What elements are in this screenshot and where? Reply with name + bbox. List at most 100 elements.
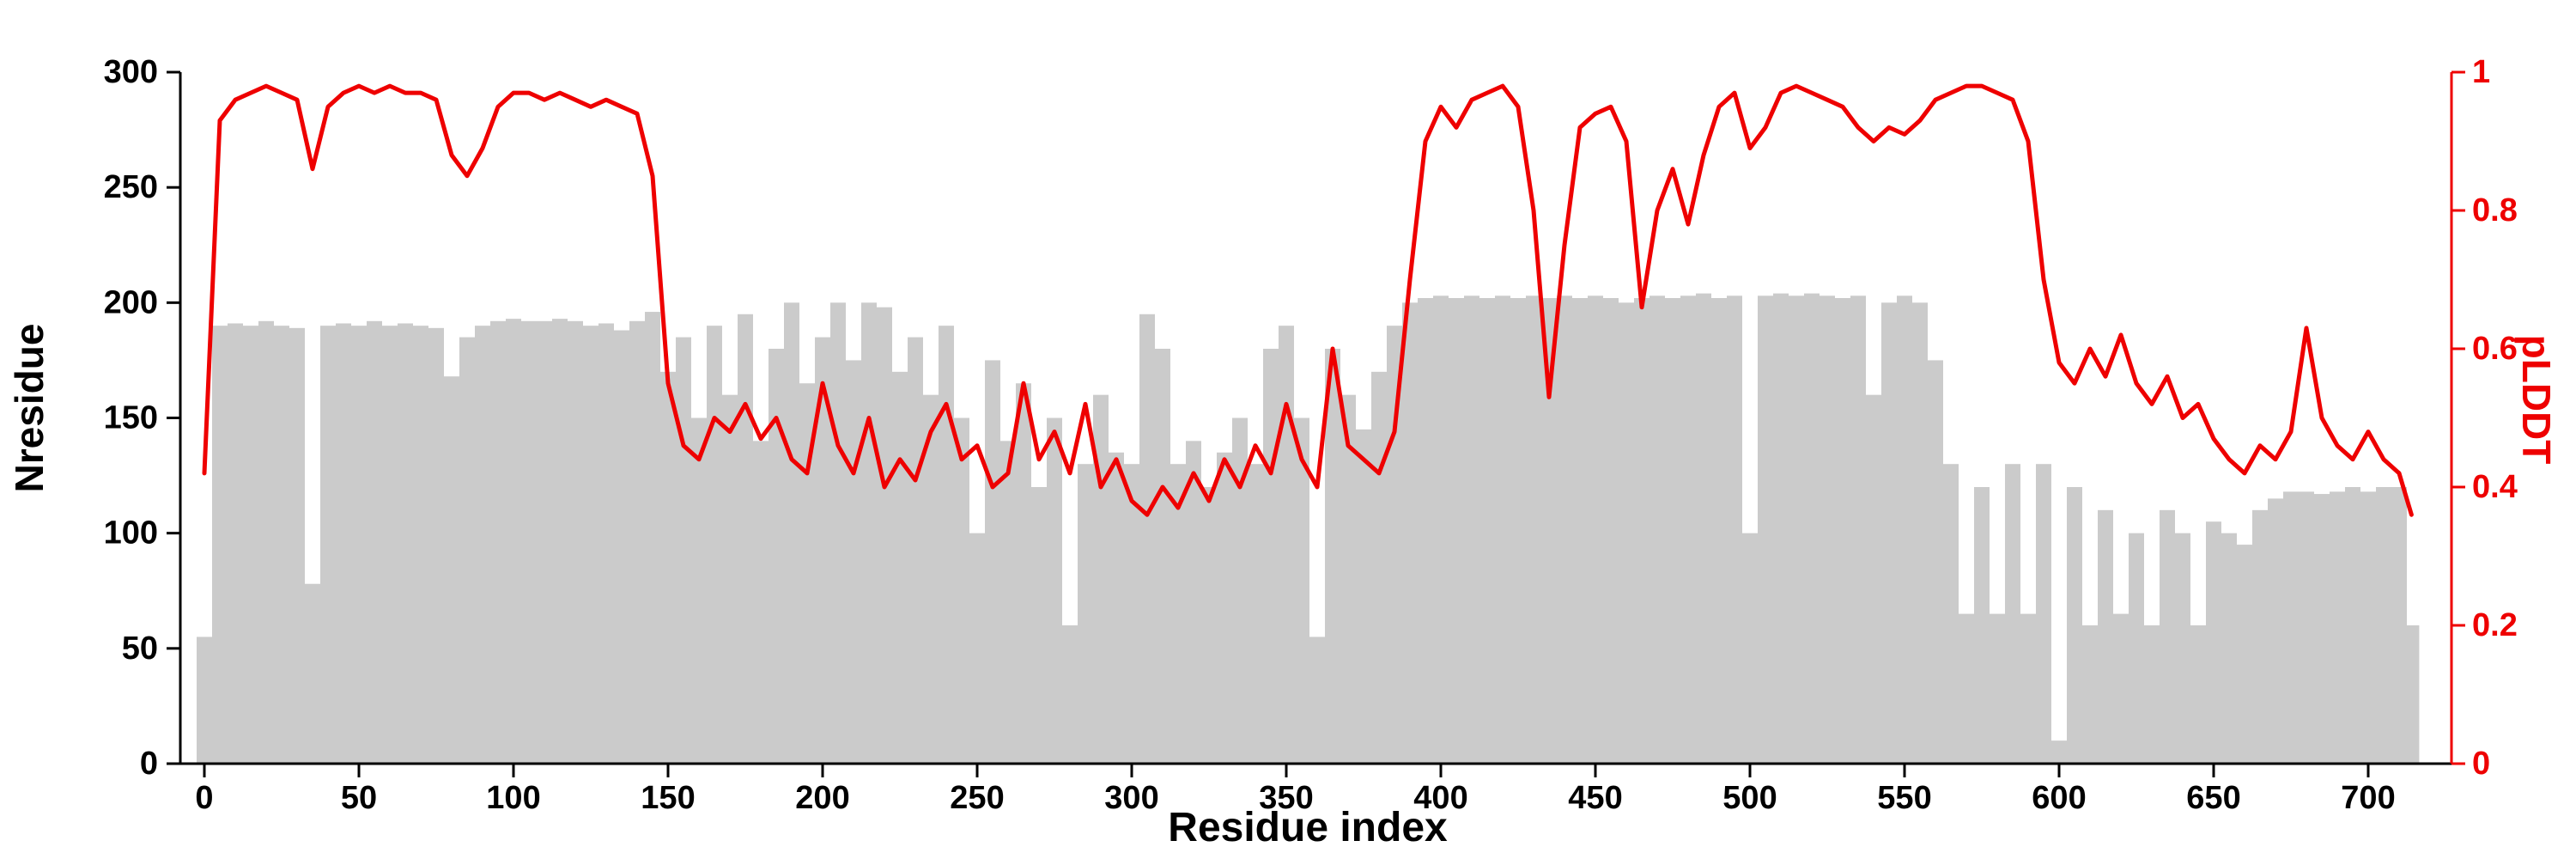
bar bbox=[1124, 464, 1139, 764]
x-tick-label: 200 bbox=[795, 780, 849, 816]
bar bbox=[1248, 464, 1263, 764]
bar bbox=[691, 417, 707, 764]
y-left-tick-label: 200 bbox=[104, 284, 158, 320]
bar bbox=[2005, 464, 2020, 764]
bar bbox=[428, 327, 444, 764]
bar bbox=[1186, 441, 1201, 764]
bar bbox=[1541, 297, 1557, 764]
bar bbox=[197, 637, 212, 764]
bar bbox=[398, 323, 413, 764]
bar bbox=[969, 533, 985, 764]
y-right-tick-label: 0.8 bbox=[2472, 192, 2518, 228]
bar bbox=[1526, 295, 1541, 764]
y-left-tick-label: 50 bbox=[122, 631, 158, 667]
bar bbox=[1680, 295, 1696, 764]
bar bbox=[1155, 349, 1170, 764]
bar bbox=[954, 417, 969, 764]
bar bbox=[753, 441, 769, 764]
bar bbox=[2190, 625, 2206, 764]
y-right-tick-label: 1 bbox=[2472, 54, 2490, 90]
bar bbox=[2403, 625, 2420, 764]
bar bbox=[2067, 487, 2082, 764]
bar bbox=[1959, 613, 1974, 764]
bar bbox=[1201, 487, 1217, 764]
bar bbox=[1881, 302, 1897, 764]
bar bbox=[676, 337, 691, 764]
bar bbox=[1279, 326, 1294, 764]
y-left-tick-label: 0 bbox=[140, 746, 158, 782]
bar bbox=[243, 326, 258, 764]
bar bbox=[1449, 297, 1464, 764]
y-right-tick-label: 0.6 bbox=[2472, 331, 2518, 367]
bar bbox=[2020, 613, 2036, 764]
bar bbox=[1418, 297, 1433, 764]
bar bbox=[784, 302, 799, 764]
bar bbox=[367, 320, 382, 764]
bar bbox=[459, 337, 475, 764]
bar bbox=[1773, 293, 1789, 765]
bar bbox=[1433, 295, 1449, 764]
bar bbox=[2345, 487, 2360, 764]
bar bbox=[985, 360, 1000, 764]
x-tick-label: 100 bbox=[486, 780, 540, 816]
bar bbox=[1170, 464, 1186, 764]
bar bbox=[877, 307, 892, 764]
bar bbox=[1387, 326, 1402, 764]
bar bbox=[258, 320, 274, 764]
bar bbox=[2299, 491, 2314, 764]
bar bbox=[2391, 487, 2407, 764]
bar bbox=[769, 349, 784, 764]
bar bbox=[2082, 625, 2098, 764]
bar bbox=[1109, 452, 1124, 764]
bar bbox=[336, 323, 351, 764]
plddt-line bbox=[202, 83, 2414, 517]
bar bbox=[1479, 297, 1495, 764]
bar bbox=[568, 320, 583, 764]
bar bbox=[228, 323, 243, 764]
bar bbox=[2098, 509, 2113, 764]
x-tick-label: 300 bbox=[1104, 780, 1158, 816]
bar bbox=[846, 360, 861, 764]
bar bbox=[1031, 487, 1047, 764]
bar bbox=[382, 326, 398, 764]
bar bbox=[1990, 613, 2005, 764]
bar bbox=[1217, 452, 1232, 764]
bar bbox=[923, 394, 939, 764]
bar bbox=[1557, 295, 1572, 764]
bar bbox=[660, 371, 676, 764]
bar bbox=[1572, 297, 1588, 764]
bar bbox=[1711, 297, 1727, 764]
x-tick-label: 0 bbox=[195, 780, 213, 816]
bar bbox=[2144, 625, 2160, 764]
bar bbox=[1371, 371, 1387, 764]
bar bbox=[1634, 297, 1649, 764]
bar bbox=[1047, 417, 1062, 764]
bar bbox=[1464, 295, 1479, 764]
x-tick-label: 400 bbox=[1413, 780, 1467, 816]
bar bbox=[2113, 613, 2129, 764]
bar bbox=[1078, 464, 1093, 764]
bar bbox=[1000, 441, 1016, 764]
bar bbox=[722, 394, 738, 764]
bar bbox=[799, 383, 815, 764]
bar bbox=[1263, 349, 1279, 764]
bar bbox=[1804, 293, 1820, 765]
bar bbox=[1665, 297, 1680, 764]
bar bbox=[320, 326, 336, 764]
bar bbox=[1850, 295, 1866, 764]
bar bbox=[2314, 494, 2330, 764]
bar bbox=[2283, 491, 2299, 764]
bar bbox=[1340, 394, 1356, 764]
bar bbox=[552, 319, 568, 764]
bar bbox=[506, 319, 521, 764]
bar bbox=[2268, 498, 2283, 764]
bar bbox=[2206, 521, 2221, 764]
bar bbox=[1789, 295, 1804, 764]
bar bbox=[2252, 509, 2268, 764]
bar bbox=[908, 337, 923, 764]
bar bbox=[2376, 487, 2391, 764]
bar bbox=[1619, 302, 1634, 764]
bar bbox=[305, 583, 320, 764]
bar bbox=[1309, 637, 1325, 764]
x-tick-label: 500 bbox=[1722, 780, 1777, 816]
